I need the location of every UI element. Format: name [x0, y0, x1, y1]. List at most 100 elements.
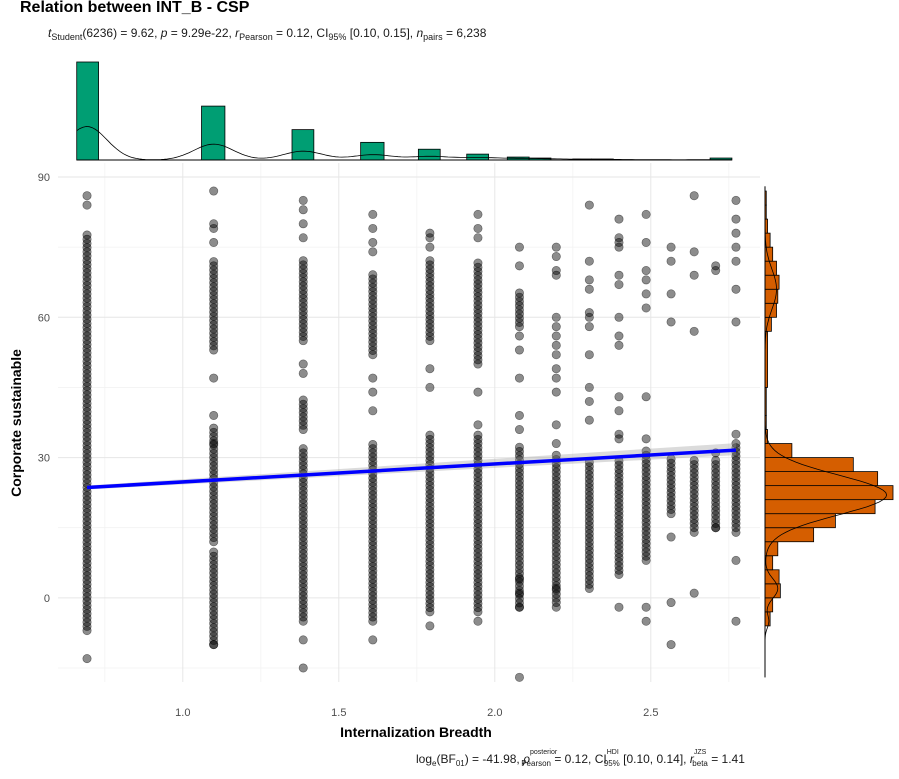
scatter-point: [82, 654, 92, 664]
scatter-point: [209, 373, 219, 383]
scatter-point: [614, 312, 624, 322]
scatter-point: [666, 598, 676, 608]
top-marginal-histogram: [76, 61, 733, 161]
scatter-point: [731, 429, 741, 439]
right-histogram-bar: [764, 569, 780, 585]
scatter-point: [551, 350, 561, 360]
scatter-point: [368, 635, 378, 645]
scatter-point: [473, 233, 483, 243]
scatter-point: [514, 574, 524, 584]
scatter-point: [641, 289, 651, 299]
scatter-point: [731, 439, 741, 449]
scatter-point: [689, 247, 699, 257]
scatter-point: [209, 439, 219, 449]
scatter-point: [731, 228, 741, 238]
scatter-point: [641, 392, 651, 402]
scatter-point: [514, 442, 524, 452]
scatter-point: [514, 425, 524, 435]
scatter-point: [368, 237, 378, 247]
scatter-point: [82, 230, 92, 240]
scatter-point: [584, 396, 594, 406]
scatter-point: [368, 406, 378, 416]
scatter-point: [298, 233, 308, 243]
right-histogram-bar: [764, 260, 777, 276]
scatter-point: [731, 214, 741, 224]
scatter-point: [641, 237, 651, 247]
scatter-point: [209, 547, 219, 557]
scatter-point: [368, 223, 378, 233]
scatter-point: [551, 602, 561, 612]
scatter-point: [209, 219, 219, 229]
plot-grid: [58, 163, 760, 682]
scatter-point: [425, 242, 435, 252]
scatter-point: [514, 602, 524, 612]
scatter-point: [298, 359, 308, 369]
scatter-point: [209, 237, 219, 247]
scatter-point: [666, 256, 676, 266]
scatter-point: [689, 191, 699, 201]
scatter-point: [209, 257, 219, 267]
right-histogram-bar: [764, 499, 876, 515]
scatter-point: [731, 555, 741, 565]
right-histogram-bar: [764, 513, 836, 529]
top-histogram-bar: [291, 129, 315, 161]
top-histogram-bar: [417, 148, 441, 161]
scatter-point: [551, 420, 561, 430]
right-density-curve: [764, 186, 888, 678]
scatter-point: [641, 434, 651, 444]
scatter-point: [641, 602, 651, 612]
scatter-point: [425, 382, 435, 392]
scatter-point: [689, 326, 699, 336]
scatter-point: [473, 223, 483, 233]
y-tick-label: 60: [38, 312, 50, 324]
scatter-point: [584, 256, 594, 266]
scatter-point: [551, 364, 561, 374]
scatter-point: [584, 275, 594, 285]
scatter-point: [514, 261, 524, 271]
scatter-point: [666, 242, 676, 252]
scatter-point: [368, 270, 378, 280]
scatter-point: [298, 635, 308, 645]
scatter-point: [209, 186, 219, 196]
scatter-point: [584, 200, 594, 210]
scatter-point: [209, 640, 219, 650]
scatter-point: [473, 616, 483, 626]
scatter-point: [473, 430, 483, 440]
y-axis-label: Corporate sustainable: [8, 349, 24, 497]
scatter-point: [689, 455, 699, 465]
scatter-point: [425, 430, 435, 440]
scatter-point: [584, 322, 594, 332]
scatter-point: [368, 209, 378, 219]
scatter-point: [298, 395, 308, 405]
scatter-point: [514, 331, 524, 341]
scatter-point: [298, 368, 308, 378]
scatter-point: [731, 242, 741, 252]
scatter-point: [368, 439, 378, 449]
scatter-point: [641, 275, 651, 285]
y-tick-label: 0: [44, 593, 50, 605]
scatter-point: [551, 312, 561, 322]
scatter-point: [711, 261, 721, 271]
scatter-point: [584, 415, 594, 425]
right-marginal-histogram: [764, 186, 894, 678]
scatter-point: [711, 523, 721, 533]
scatter-point: [666, 317, 676, 327]
top-histogram-bar: [360, 141, 385, 161]
scatter-point: [614, 434, 624, 444]
scatter-point: [298, 195, 308, 205]
scatter-point: [666, 532, 676, 542]
x-tick-label: 1.0: [175, 707, 190, 719]
scatter-point: [666, 289, 676, 299]
scatter-point: [641, 266, 651, 276]
scatter-point: [514, 588, 524, 598]
scatter-point: [209, 423, 219, 433]
x-tick-label: 2.0: [487, 707, 502, 719]
scatter-point: [731, 317, 741, 327]
scatter-point: [711, 455, 721, 465]
scatter-point: [551, 387, 561, 397]
scatter-point: [666, 640, 676, 650]
scatter-point: [614, 602, 624, 612]
right-histogram-bar: [764, 485, 894, 501]
scatter-point: [731, 527, 741, 537]
scatter-point: [368, 373, 378, 383]
